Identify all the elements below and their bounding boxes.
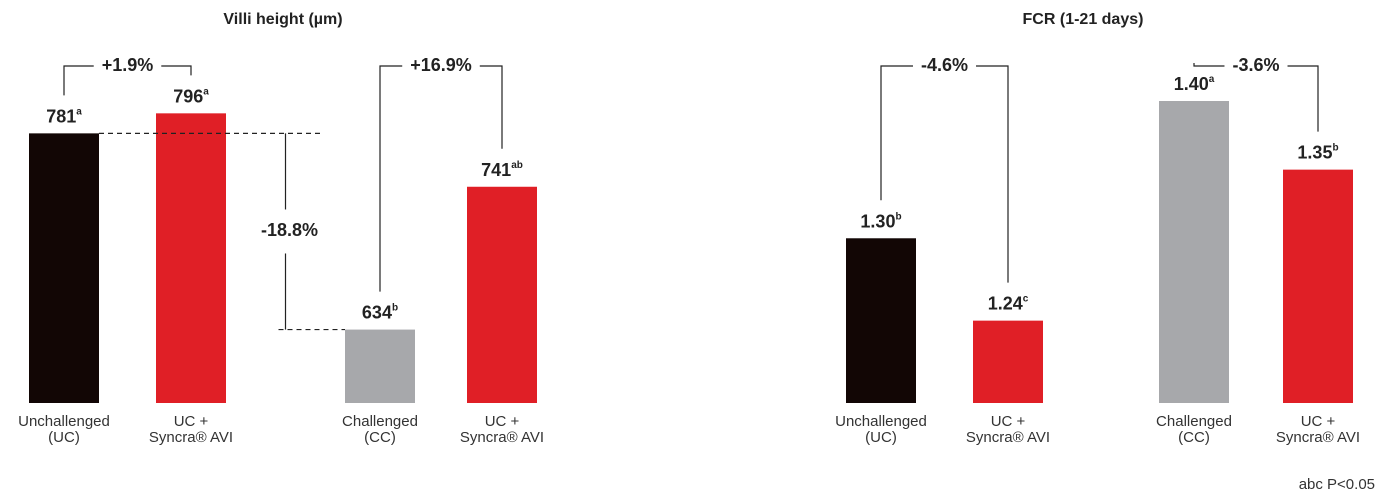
bar — [1159, 101, 1229, 403]
value-label: 1.30b — [860, 211, 901, 231]
significance-letter: a — [1209, 74, 1215, 85]
category-label: Challenged — [1156, 413, 1232, 430]
value-text: 1.40 — [1174, 74, 1209, 94]
significance-letter: c — [1023, 293, 1029, 304]
value-label: 634b — [362, 302, 398, 322]
significance-letter: b — [392, 302, 398, 313]
value-label: 741ab — [481, 159, 523, 179]
footnote: abc P<0.05 — [1299, 476, 1375, 493]
bar — [345, 329, 415, 403]
value-text: 796 — [173, 86, 203, 106]
value-label: 1.35b — [1297, 142, 1338, 162]
category-label: UC + — [991, 413, 1026, 430]
annotation: +1.9% — [102, 55, 154, 75]
category-label: UC + — [485, 413, 520, 430]
category-label: Syncra® AVI — [149, 429, 233, 446]
category-label: UC + — [174, 413, 209, 430]
bar — [1283, 169, 1353, 403]
category-label: Syncra® AVI — [1276, 429, 1360, 446]
category-label: Syncra® AVI — [460, 429, 544, 446]
value-text: 781 — [46, 106, 76, 126]
significance-letter: ab — [511, 159, 523, 170]
significance-letter: b — [1332, 142, 1338, 153]
value-label: 796a — [173, 86, 209, 106]
bracket — [880, 65, 913, 201]
category-label: Unchallenged — [835, 413, 927, 430]
category-label: (CC) — [364, 429, 396, 446]
bracket — [379, 65, 403, 292]
value-text: 1.24 — [988, 293, 1023, 313]
bracket — [479, 65, 503, 149]
value-text: 634 — [362, 302, 392, 322]
bracket — [976, 65, 1009, 283]
significance-letter: a — [203, 86, 209, 97]
bar — [29, 133, 99, 403]
value-label: 781a — [46, 106, 82, 126]
annotation: -3.6% — [1232, 55, 1279, 75]
category-label: (CC) — [1178, 429, 1210, 446]
category-label: Unchallenged — [18, 413, 110, 430]
annotation: -18.8% — [261, 220, 318, 240]
category-label: Syncra® AVI — [966, 429, 1050, 446]
significance-letter: b — [895, 211, 901, 222]
bar — [156, 113, 226, 404]
category-label: (UC) — [865, 429, 897, 446]
category-label: Challenged — [342, 413, 418, 430]
chart-title: FCR (1-21 days) — [1023, 11, 1144, 28]
value-text: 741 — [481, 160, 511, 180]
annotation: -4.6% — [921, 55, 968, 75]
bracket — [1193, 63, 1225, 67]
bar — [846, 238, 916, 403]
value-text: 1.30 — [860, 211, 895, 231]
annotation: +16.9% — [410, 55, 472, 75]
bracket — [1287, 65, 1319, 132]
bar — [467, 186, 537, 403]
significance-letter: a — [76, 106, 82, 117]
category-label: (UC) — [48, 429, 80, 446]
bar — [973, 320, 1043, 403]
value-label: 1.40a — [1174, 74, 1215, 94]
chart-title: Villi height (µm) — [223, 11, 342, 28]
category-label: UC + — [1301, 413, 1336, 430]
bracket — [161, 65, 192, 76]
bracket — [63, 65, 94, 96]
value-label: 1.24c — [988, 293, 1029, 313]
value-text: 1.35 — [1297, 142, 1332, 162]
